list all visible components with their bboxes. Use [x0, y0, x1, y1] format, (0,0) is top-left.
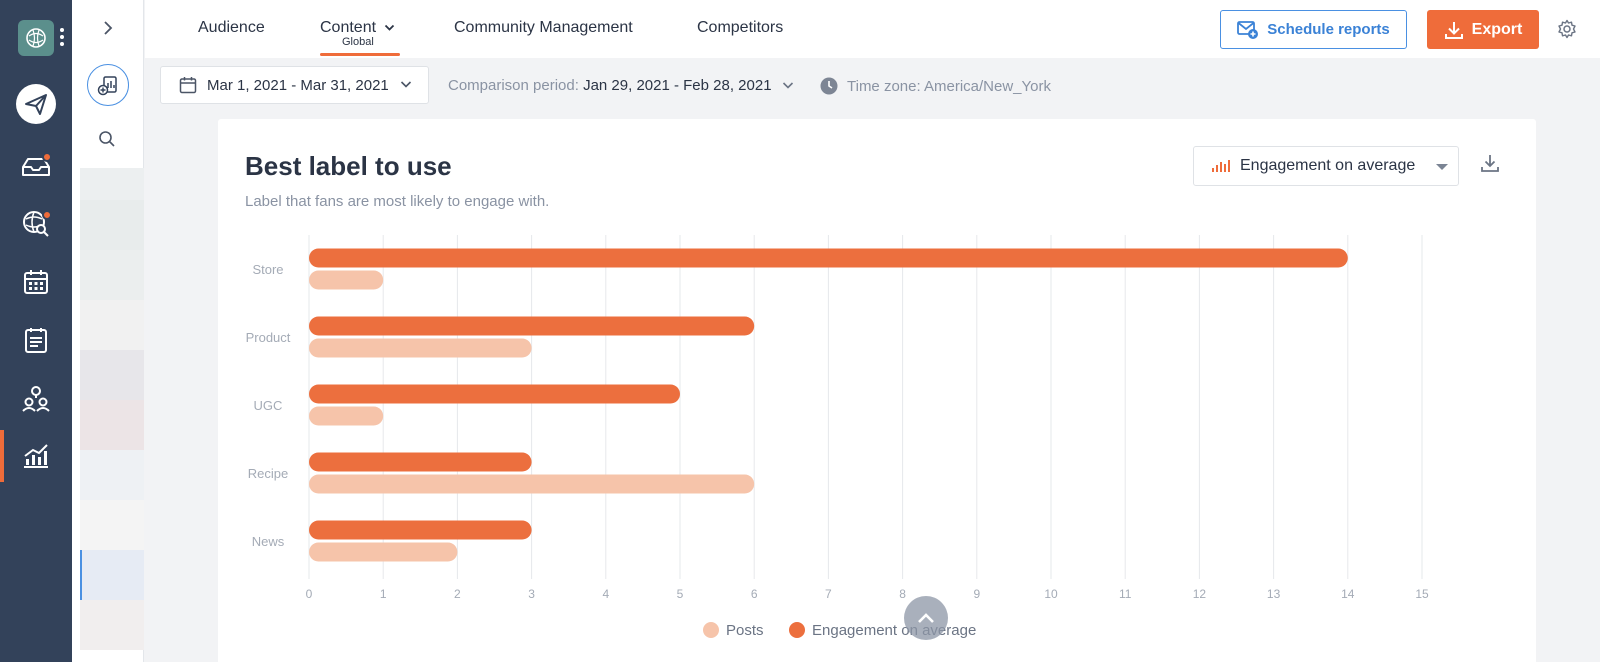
calendar-icon — [179, 77, 197, 94]
secondary-sidebar — [72, 0, 144, 662]
list-item[interactable] — [80, 600, 144, 650]
chevron-down-icon — [782, 82, 793, 89]
list-item[interactable] — [80, 200, 144, 250]
card-title: Best label to use — [245, 151, 452, 181]
x-tick-label: 3 — [528, 587, 535, 601]
x-tick-label: 5 — [677, 587, 684, 601]
comparison-value: Jan 29, 2021 - Feb 28, 2021 — [583, 77, 772, 94]
comparison-period[interactable]: Comparison period: Jan 29, 2021 - Feb 28… — [448, 77, 794, 94]
dropdown-caret-icon — [1436, 164, 1448, 170]
x-tick-label: 14 — [1341, 587, 1355, 601]
more-icon[interactable] — [60, 28, 64, 46]
timezone-label: Time zone: America/New_York — [847, 77, 1051, 95]
legend-engagement-swatch — [789, 622, 805, 638]
posts-bar — [309, 406, 384, 426]
engagement-bar — [309, 452, 532, 472]
x-tick-label: 2 — [454, 587, 461, 601]
label-bar-chart: 0 1 2 3 4 5 6 7 8 9 10 11 12 13 14 15StoreProductUGCRec… — [246, 235, 1429, 639]
posts-bar — [309, 270, 384, 290]
publish-icon[interactable] — [0, 78, 72, 130]
tab-content-label: Content — [320, 19, 377, 36]
schedule-mail-icon — [1237, 20, 1259, 39]
calendar-icon[interactable] — [0, 256, 72, 308]
best-label-card: Best label to use Label that fans are mo… — [218, 119, 1536, 662]
list-item-selected[interactable] — [80, 550, 144, 600]
legend-posts-label: Posts — [726, 622, 764, 639]
engagement-bar — [309, 520, 532, 540]
download-icon — [1444, 21, 1463, 39]
x-tick-label: 7 — [825, 587, 832, 601]
list-item[interactable] — [80, 450, 144, 500]
export-button[interactable]: Export — [1427, 10, 1539, 49]
list-item[interactable] — [80, 500, 144, 550]
schedule-reports-label: Schedule reports — [1267, 21, 1390, 38]
card-subtitle: Label that fans are most likely to engag… — [245, 193, 550, 210]
tab-content-sublabel: Global — [342, 36, 374, 48]
x-tick-label: 4 — [602, 587, 609, 601]
posts-bar — [309, 338, 532, 358]
list-item[interactable] — [80, 300, 144, 350]
x-tick-label: 15 — [1415, 587, 1429, 601]
logo-icon[interactable] — [18, 20, 54, 56]
timezone: Time zone: America/New_York — [820, 77, 1051, 95]
metric-select[interactable]: Engagement on average — [1193, 146, 1459, 186]
list-item[interactable] — [80, 250, 144, 300]
chevron-down-icon — [400, 81, 412, 88]
bar-chart-icon — [1212, 160, 1230, 172]
people-icon[interactable] — [0, 372, 72, 424]
gear-icon[interactable] — [1557, 19, 1577, 44]
tab-content[interactable]: Content — [320, 19, 395, 37]
legend-engagement-label: Engagement on average — [812, 622, 976, 639]
planner-icon[interactable] — [0, 314, 72, 366]
metric-select-value: Engagement on average — [1240, 157, 1416, 174]
engagement-bar — [309, 316, 755, 336]
main-sidebar — [0, 0, 72, 662]
posts-bar — [309, 542, 458, 562]
chevron-up-icon — [918, 613, 934, 623]
expand-chevron-icon[interactable] — [100, 18, 116, 38]
x-tick-label: 11 — [1119, 587, 1132, 601]
x-tick-label: 10 — [1044, 587, 1058, 601]
add-report-button[interactable] — [87, 64, 129, 106]
listening-icon[interactable] — [0, 198, 72, 250]
list-item[interactable] — [80, 400, 144, 450]
scroll-to-top-button[interactable] — [904, 596, 948, 640]
list-item[interactable] — [80, 350, 144, 400]
posts-bar — [309, 474, 755, 494]
download-icon[interactable] — [1480, 153, 1500, 178]
y-category-label: Recipe — [248, 466, 288, 481]
search-icon[interactable] — [98, 130, 116, 153]
y-category-label: Store — [252, 262, 283, 277]
export-label: Export — [1471, 20, 1523, 38]
chevron-down-icon — [384, 24, 394, 31]
y-category-label: Product — [246, 330, 291, 345]
date-range-picker[interactable]: Mar 1, 2021 - Mar 31, 2021 — [160, 66, 429, 104]
x-tick-label: 9 — [973, 587, 980, 601]
x-tick-label: 12 — [1193, 587, 1207, 601]
x-tick-label: 6 — [751, 587, 758, 601]
schedule-reports-button[interactable]: Schedule reports — [1220, 10, 1407, 49]
comparison-prefix: Comparison period: — [448, 77, 579, 94]
x-tick-label: 8 — [899, 587, 906, 601]
x-tick-label: 0 — [306, 587, 313, 601]
engagement-bar — [309, 248, 1348, 268]
tab-community-management[interactable]: Community Management — [454, 19, 633, 36]
list-item[interactable] — [80, 168, 144, 200]
x-tick-label: 13 — [1267, 587, 1281, 601]
analytics-icon[interactable] — [0, 430, 72, 482]
inbox-icon[interactable] — [0, 140, 72, 192]
tab-competitors[interactable]: Competitors — [697, 19, 784, 36]
x-tick-label: 1 — [380, 587, 387, 601]
clock-icon — [820, 77, 838, 95]
y-category-label: News — [252, 534, 285, 549]
y-category-label: UGC — [254, 398, 283, 413]
legend-posts-swatch — [703, 622, 719, 638]
active-tab-underline — [320, 53, 400, 56]
tab-audience[interactable]: Audience — [198, 19, 265, 36]
engagement-bar — [309, 384, 680, 404]
date-range-value: Mar 1, 2021 - Mar 31, 2021 — [207, 76, 389, 94]
